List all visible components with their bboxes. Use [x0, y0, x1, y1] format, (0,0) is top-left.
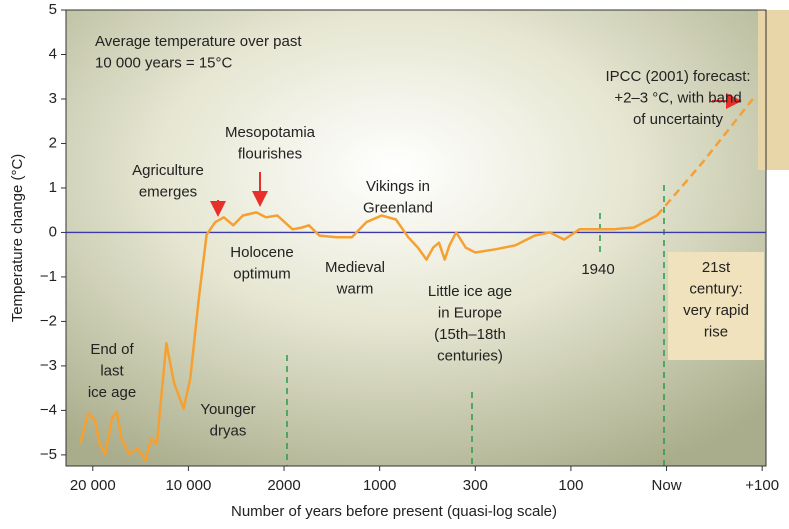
annotation: Little ice age: [428, 283, 512, 300]
annotation: Vikings in: [366, 178, 430, 195]
annotation: Average temperature over past: [95, 33, 302, 50]
annotation: century:: [689, 280, 742, 297]
x-axis-title: Number of years before present (quasi-lo…: [231, 503, 557, 520]
annotation: last: [100, 362, 124, 379]
x-tick-label: 300: [463, 477, 488, 494]
century-box: [668, 252, 764, 360]
y-tick-label: 2: [49, 134, 57, 151]
y-tick-label: −2: [40, 312, 57, 329]
annotation: +2–3 °C, with band: [614, 89, 741, 106]
annotation: ice age: [88, 384, 136, 401]
annotation: Mesopotamia: [225, 124, 316, 141]
x-tick-label: 1000: [363, 477, 396, 494]
annotation: very rapid: [683, 302, 749, 319]
annotation: Agriculture: [132, 162, 204, 179]
y-tick-label: −5: [40, 446, 57, 463]
y-tick-label: −3: [40, 357, 57, 374]
y-tick-label: 4: [49, 45, 57, 62]
y-tick-label: 5: [49, 1, 57, 18]
annotation: 10 000 years = 15°C: [95, 54, 233, 71]
plot-frame: [65, 9, 767, 467]
annotation: Greenland: [363, 199, 433, 216]
annotation: optimum: [233, 265, 291, 282]
x-tick-label: 2000: [267, 477, 300, 494]
y-tick-label: 3: [49, 90, 57, 107]
annotation: in Europe: [438, 304, 502, 321]
annotation: of uncertainty: [633, 111, 724, 128]
annotation: Younger: [200, 401, 255, 418]
annotation: warm: [336, 280, 374, 297]
annotation: rise: [704, 323, 728, 340]
arrows: [210, 93, 742, 217]
temperature-line: [79, 211, 658, 462]
uncertainty-band: [758, 10, 789, 170]
temperature-line: [656, 96, 756, 217]
annotation: dryas: [210, 422, 247, 439]
annotation: 1940: [581, 261, 614, 278]
y-axis-title: Temperature change (°C): [9, 154, 26, 323]
annotation: emerges: [139, 183, 197, 200]
annotation: End of: [90, 341, 134, 358]
annotation: centuries): [437, 347, 503, 364]
annotation: flourishes: [238, 145, 302, 162]
x-tick-label: 20 000: [70, 477, 116, 494]
y-tick-label: −1: [40, 268, 57, 285]
annotation: Medieval: [325, 259, 385, 276]
x-tick-label: +100: [745, 477, 779, 494]
x-tick-label: 100: [558, 477, 583, 494]
annotation: IPCC (2001) forecast:: [605, 68, 750, 85]
x-tick-label: 10 000: [165, 477, 211, 494]
annotation: Holocene: [230, 244, 293, 261]
y-tick-label: −4: [40, 401, 57, 418]
annotation: 21st: [702, 259, 731, 276]
y-tick-label: 1: [49, 179, 57, 196]
annotation: (15th–18th: [434, 326, 506, 343]
y-tick-label: 0: [49, 223, 57, 240]
plot-background: [66, 10, 766, 466]
x-tick-label: Now: [652, 477, 682, 494]
